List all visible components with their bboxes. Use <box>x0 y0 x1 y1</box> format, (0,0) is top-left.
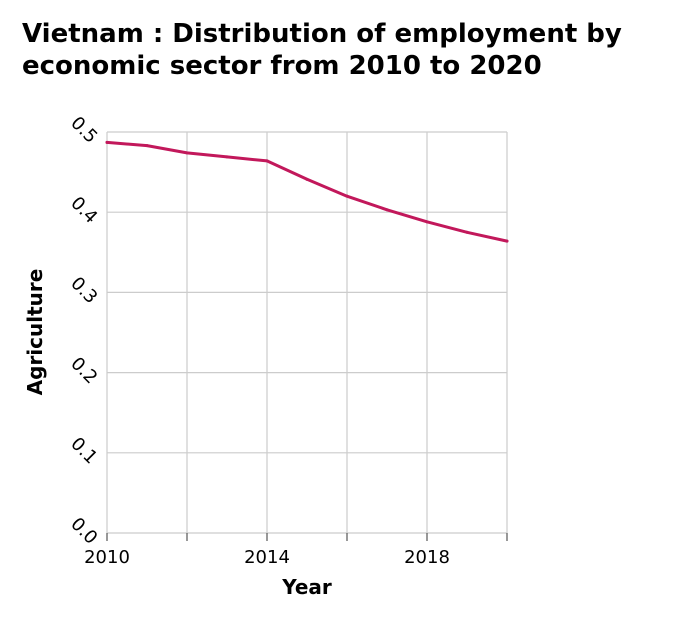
data-point <box>305 177 309 181</box>
data-point <box>225 155 229 159</box>
y-tick-label: 0.2 <box>66 353 101 388</box>
y-tick-label: 0.5 <box>66 113 101 148</box>
data-point <box>385 208 389 212</box>
y-tick-label: 0.0 <box>66 514 101 549</box>
y-axis-title: Agriculture <box>23 269 47 396</box>
data-point <box>185 151 189 155</box>
x-tick-label: 2014 <box>244 547 290 568</box>
series-line-0 <box>105 140 509 243</box>
axis-ticks: 2010 2014 2018 0.0 0.1 0.2 0.3 0.4 0.5 <box>66 113 508 568</box>
chart-title-line-2: economic sector from 2010 to 2020 <box>22 51 542 81</box>
data-point <box>105 140 109 144</box>
grid <box>106 131 508 534</box>
data-point <box>505 239 509 243</box>
chart-title: Vietnam : Distribution of employment by … <box>22 18 692 82</box>
data-point <box>265 159 269 163</box>
series-group <box>105 140 509 243</box>
data-point <box>345 194 349 198</box>
x-tick-label: 2010 <box>84 547 130 568</box>
chart-title-line-1: Vietnam : Distribution of employment by <box>22 19 622 49</box>
y-tick-label: 0.1 <box>66 433 101 468</box>
data-point <box>145 144 149 148</box>
y-tick-label: 0.4 <box>66 193 101 228</box>
data-point <box>425 220 429 224</box>
data-point <box>465 230 469 234</box>
x-axis-title: Year <box>281 575 332 599</box>
x-tick-label: 2018 <box>404 547 450 568</box>
y-tick-label: 0.3 <box>66 273 101 308</box>
